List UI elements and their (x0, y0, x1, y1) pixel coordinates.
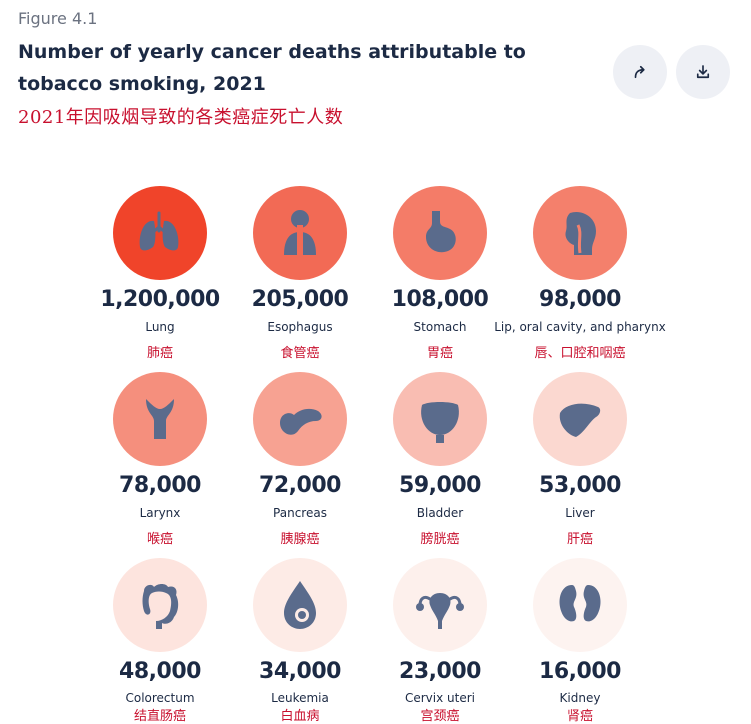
cancer-name: Liver (565, 506, 595, 520)
cancer-name-cn: 膀胱癌 (420, 532, 460, 547)
cancer-name: Stomach (413, 320, 467, 334)
cancer-name: Esophagus (267, 320, 333, 334)
organ-circle (533, 558, 627, 652)
cancer-name: Leukemia (271, 691, 329, 705)
download-button[interactable] (676, 45, 730, 99)
cancer-name-cn: 宫颈癌 (420, 709, 460, 724)
death-count: 98,000 (539, 287, 621, 312)
larynx-icon (146, 399, 174, 439)
cancer-name-cn: 肺癌 (146, 346, 173, 361)
organ-circle (253, 372, 347, 466)
organ-circle (393, 186, 487, 280)
organ-circle (253, 558, 347, 652)
death-count: 78,000 (119, 473, 201, 498)
death-count: 72,000 (259, 473, 341, 498)
organ-circle (253, 186, 347, 280)
chart-title: Number of yearly cancer deaths attributa… (18, 41, 526, 95)
download-icon (696, 65, 710, 79)
stomach-icon (426, 211, 456, 253)
share-button[interactable] (613, 45, 667, 99)
cancer-name: Pancreas (273, 506, 327, 520)
death-count: 23,000 (399, 659, 481, 684)
blood-drop-icon (284, 581, 316, 629)
cancer-name: Bladder (416, 506, 464, 520)
death-count: 59,000 (399, 473, 481, 498)
death-count: 34,000 (259, 659, 341, 684)
organ-circle (533, 372, 627, 466)
chart-subtitle-cn: 2021年因吸烟导致的各类癌症死亡人数 (18, 107, 344, 128)
cancer-name-cn: 喉癌 (146, 532, 173, 547)
figure-label: Figure 4.1 (18, 9, 98, 28)
cancer-name-cn: 肾癌 (566, 709, 593, 724)
cancer-name: Kidney (559, 691, 601, 705)
liver-icon (559, 403, 601, 437)
death-count: 1,200,000 (100, 287, 220, 312)
esophagus-icon (284, 210, 316, 255)
death-count: 16,000 (539, 659, 621, 684)
pancreas-icon (280, 408, 322, 435)
death-count: 48,000 (119, 659, 201, 684)
bladder-icon (421, 402, 459, 443)
cancer-name-cn: 食管癌 (280, 346, 320, 361)
death-count: 53,000 (539, 473, 621, 498)
organ-circle (393, 558, 487, 652)
death-count: 108,000 (391, 287, 489, 312)
cancer-name: Lip, oral cavity, and pharynx (494, 320, 666, 334)
colon-icon (142, 584, 179, 629)
uterus-icon (416, 593, 464, 629)
cancer-name-cn: 白血病 (280, 709, 320, 724)
organ-circle (533, 186, 627, 280)
throat-icon (565, 211, 596, 255)
kidney-icon (559, 585, 601, 622)
organ-circle (113, 372, 207, 466)
organ-circle (393, 372, 487, 466)
lungs-icon (139, 211, 179, 251)
cancer-name: Lung (145, 320, 175, 334)
organ-circle (113, 558, 207, 652)
cancer-name: Colorectum (125, 691, 195, 705)
share-arrow-icon (634, 65, 645, 79)
cancer-name: Larynx (139, 506, 181, 520)
cancer-name-cn: 胰腺癌 (280, 532, 320, 547)
cancer-name-cn: 唇、口腔和咽癌 (534, 346, 626, 361)
cancer-name-cn: 胃癌 (426, 346, 453, 361)
organ-circle (113, 186, 207, 280)
death-count: 205,000 (251, 287, 349, 312)
cancer-name: Cervix uteri (404, 691, 475, 705)
cancer-name-cn: 结直肠癌 (133, 709, 186, 724)
cancer-name-cn: 肝癌 (566, 532, 593, 547)
